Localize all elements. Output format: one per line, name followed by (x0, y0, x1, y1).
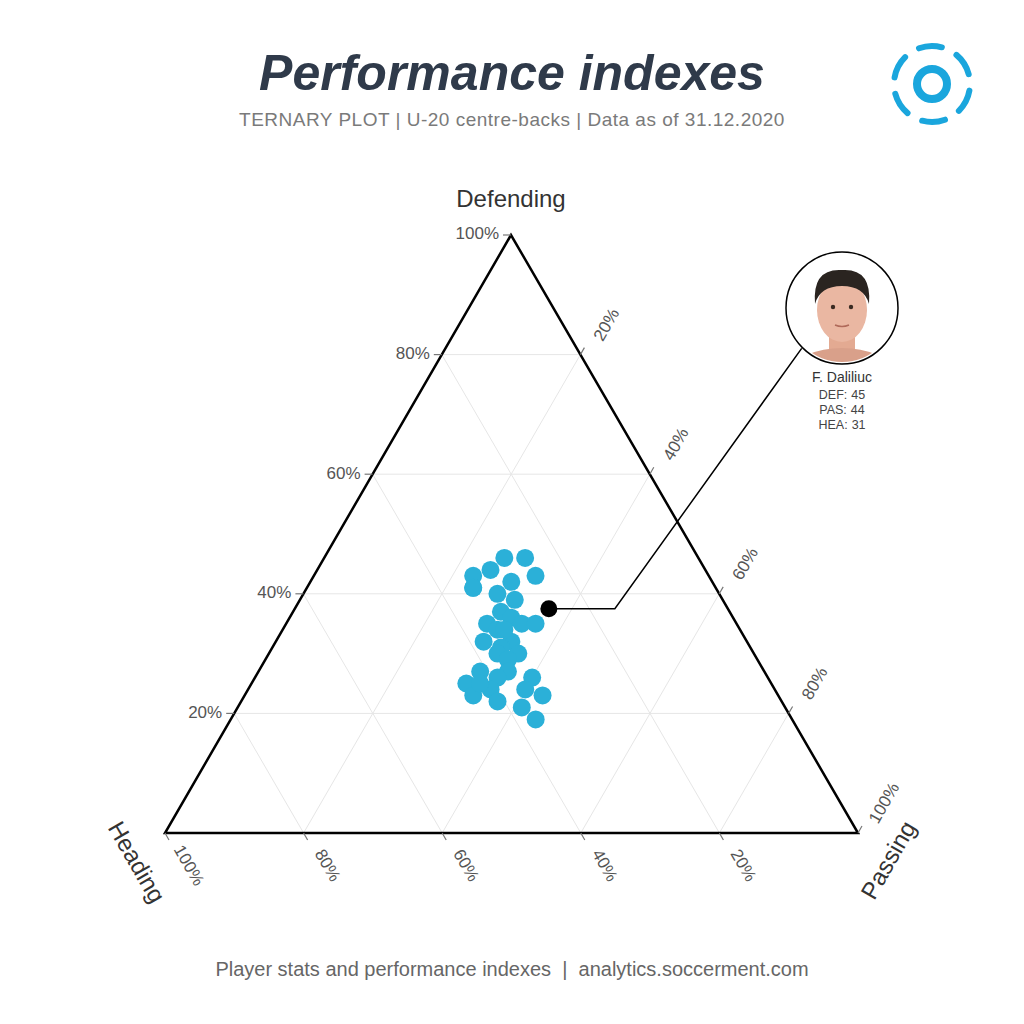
tick-mark (581, 833, 585, 840)
player-point (516, 680, 534, 698)
tick-mark (650, 467, 654, 474)
grid-line (442, 354, 581, 355)
grid-line (373, 474, 581, 833)
tick-label: 20% (590, 305, 623, 344)
player-point (488, 585, 506, 603)
logo-arc (895, 57, 906, 77)
tick-label: 40% (257, 583, 291, 602)
logo-arc (919, 46, 942, 48)
grid-line (442, 474, 650, 833)
leader-line (549, 348, 802, 608)
player-point (495, 549, 513, 567)
stat-label: HEA: (818, 418, 847, 432)
player-point (527, 567, 545, 585)
portrait (786, 252, 898, 392)
player-point (527, 615, 545, 633)
portrait-eye (831, 305, 835, 309)
points (457, 549, 551, 728)
stat-value: 31 (852, 418, 866, 432)
player-point (502, 573, 520, 591)
tick-mark (858, 826, 862, 833)
footer: Player stats and performance indexes | a… (215, 958, 808, 980)
tick-mark (226, 713, 234, 714)
axis-title: Heading (103, 816, 171, 907)
title: Performance indexes (259, 45, 765, 101)
stat-value: 44 (851, 403, 865, 417)
player-name: F. Daliliuc (812, 369, 872, 385)
tick-mark (442, 833, 446, 840)
tick-mark (789, 706, 793, 713)
tick-label: 80% (311, 846, 344, 885)
player-point (489, 692, 507, 710)
stat-value: 45 (851, 388, 865, 402)
tick-label: 60% (729, 544, 762, 583)
portrait-frame (786, 252, 898, 364)
tick-mark (304, 833, 308, 840)
annotation: F. Daliliuc DEF: 45 PAS: 44 HEA: 31 (549, 252, 898, 609)
player-point (464, 579, 482, 597)
logo-arc (922, 120, 945, 122)
grid-line (442, 355, 720, 833)
player-stat: HEA: 31 (818, 418, 865, 432)
logo (895, 46, 970, 122)
player-stat: DEF: 45 (819, 388, 865, 402)
tick-label: 60% (449, 846, 482, 885)
grid-line (304, 355, 581, 833)
logo-arc (895, 94, 907, 113)
player-point (527, 710, 545, 728)
player-point (475, 633, 493, 651)
stat-label: PAS: (819, 403, 847, 417)
player-point (516, 549, 534, 567)
grid-line (303, 594, 442, 833)
tick-mark (580, 348, 584, 355)
triangle-frame (165, 235, 858, 833)
player-point (506, 591, 524, 609)
logo-ring (917, 69, 947, 99)
grid (165, 235, 858, 833)
tick-mark (365, 474, 373, 475)
player-point (471, 675, 489, 693)
stat-label: DEF: (819, 388, 847, 402)
tick-mark (295, 593, 303, 594)
tick-label: 80% (396, 344, 430, 363)
logo-arc (956, 55, 968, 74)
portrait-hair (815, 270, 870, 304)
highlight-point (540, 600, 557, 617)
grid-line (234, 713, 303, 833)
portrait-mouth (835, 325, 849, 327)
axis-title: Defending (456, 185, 565, 212)
tick-label: 100% (456, 224, 499, 243)
subtitle: TERNARY PLOT | U-20 centre-backs | Data … (239, 109, 785, 130)
grid-line (719, 713, 788, 833)
logo-arc (959, 91, 970, 111)
player-point (513, 698, 531, 716)
tick-mark (165, 833, 169, 840)
portrait-eye (849, 305, 853, 309)
player-point (481, 561, 499, 579)
chart: Performance indexes TERNARY PLOT | U-20 c… (0, 0, 1024, 1024)
player-stat: PAS: 44 (819, 403, 865, 417)
axis-title: Passing (855, 816, 921, 903)
tick-label: 80% (798, 664, 831, 703)
tick-mark (434, 354, 442, 355)
portrait-bg (786, 252, 898, 364)
tick-label: 100% (170, 842, 208, 889)
tick-label: 60% (327, 464, 361, 483)
tick-label: 20% (727, 846, 760, 885)
player-point (495, 621, 513, 639)
tick-label: 40% (659, 425, 692, 464)
portrait-shoulders (794, 348, 890, 392)
axes: 20% 40% 60% 80% 100% 20% 40% 60% 80% 100% 20% 40% 60… (165, 224, 903, 888)
tick-mark (719, 833, 723, 840)
player-point (534, 686, 552, 704)
background (0, 0, 1024, 1024)
tick-mark (719, 587, 723, 594)
tick-mark (503, 234, 511, 235)
player-point (464, 579, 482, 597)
tick-label: 20% (188, 703, 222, 722)
tick-label: 40% (588, 846, 621, 885)
